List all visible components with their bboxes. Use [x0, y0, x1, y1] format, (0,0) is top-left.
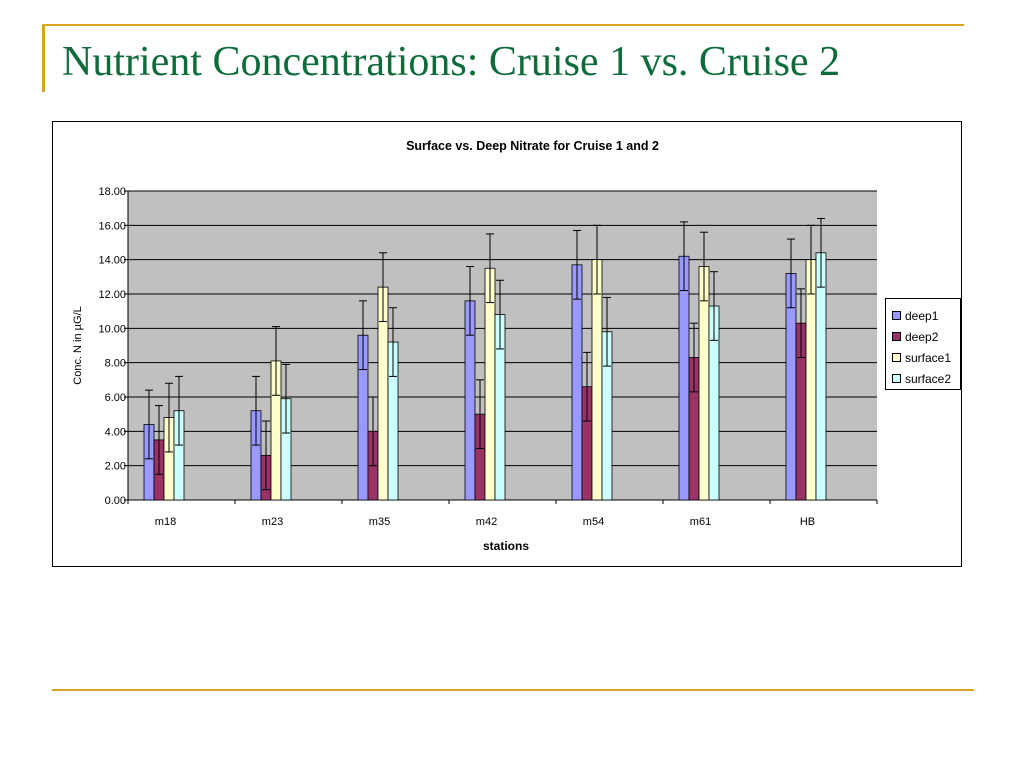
slide-title: Nutrient Concentrations: Cruise 1 vs. Cr… — [62, 39, 841, 85]
y-tick-label: 14.00 — [98, 255, 126, 267]
x-tick-label: m23 — [262, 516, 283, 528]
bar-deep1-m61 — [678, 255, 690, 501]
y-tick-label: 16.00 — [98, 220, 126, 232]
legend-item-deep2: deep2 — [892, 326, 960, 347]
legend-swatch — [892, 374, 901, 383]
y-tick-label: 8.00 — [105, 358, 126, 370]
y-tick-label: 2.00 — [105, 461, 126, 473]
legend-item-surface1: surface1 — [892, 347, 960, 368]
legend-swatch — [892, 332, 901, 341]
left-accent-rule — [42, 26, 45, 92]
legend-swatch — [892, 311, 901, 320]
legend-label: surface2 — [905, 371, 952, 386]
x-tick-label: m54 — [583, 516, 604, 528]
x-tick-label: HB — [800, 516, 815, 528]
legend-label: surface1 — [905, 350, 952, 365]
bar-deep1-m54 — [571, 264, 583, 501]
bar-surface2-HB — [815, 252, 827, 501]
chart-title: Surface vs. Deep Nitrate for Cruise 1 an… — [406, 139, 659, 153]
legend-item-deep1: deep1 — [892, 305, 960, 326]
y-tick-label: 10.00 — [98, 323, 126, 335]
x-tick-label: m61 — [690, 516, 711, 528]
x-tick-label: m18 — [155, 516, 176, 528]
x-axis-label: stations — [483, 539, 529, 553]
bar-surface1-m61 — [698, 266, 710, 501]
y-tick-label: 18.00 — [98, 186, 126, 198]
bottom-rule — [52, 689, 974, 691]
legend-item-surface2: surface2 — [892, 368, 960, 389]
y-axis-label: Conc. N in µG/L — [72, 306, 84, 384]
y-tick-label: 6.00 — [105, 392, 126, 404]
x-tick-label: m42 — [476, 516, 497, 528]
legend-swatch — [892, 353, 901, 362]
chart-frame: Surface vs. Deep Nitrate for Cruise 1 an… — [52, 121, 962, 567]
bar-surface1-m54 — [591, 259, 603, 501]
top-rule — [42, 24, 964, 26]
y-tick-label: 4.00 — [105, 426, 126, 438]
x-tick-label: m35 — [369, 516, 390, 528]
y-tick-label: 0.00 — [105, 495, 126, 507]
nitrate-bar-chart: Surface vs. Deep Nitrate for Cruise 1 an… — [72, 139, 878, 553]
bar-surface1-HB — [805, 259, 817, 501]
chart-legend: deep1 deep2 surface1 surface2 — [885, 298, 961, 390]
legend-label: deep2 — [905, 329, 939, 344]
legend-label: deep1 — [905, 308, 939, 323]
y-tick-label: 12.00 — [98, 289, 126, 301]
